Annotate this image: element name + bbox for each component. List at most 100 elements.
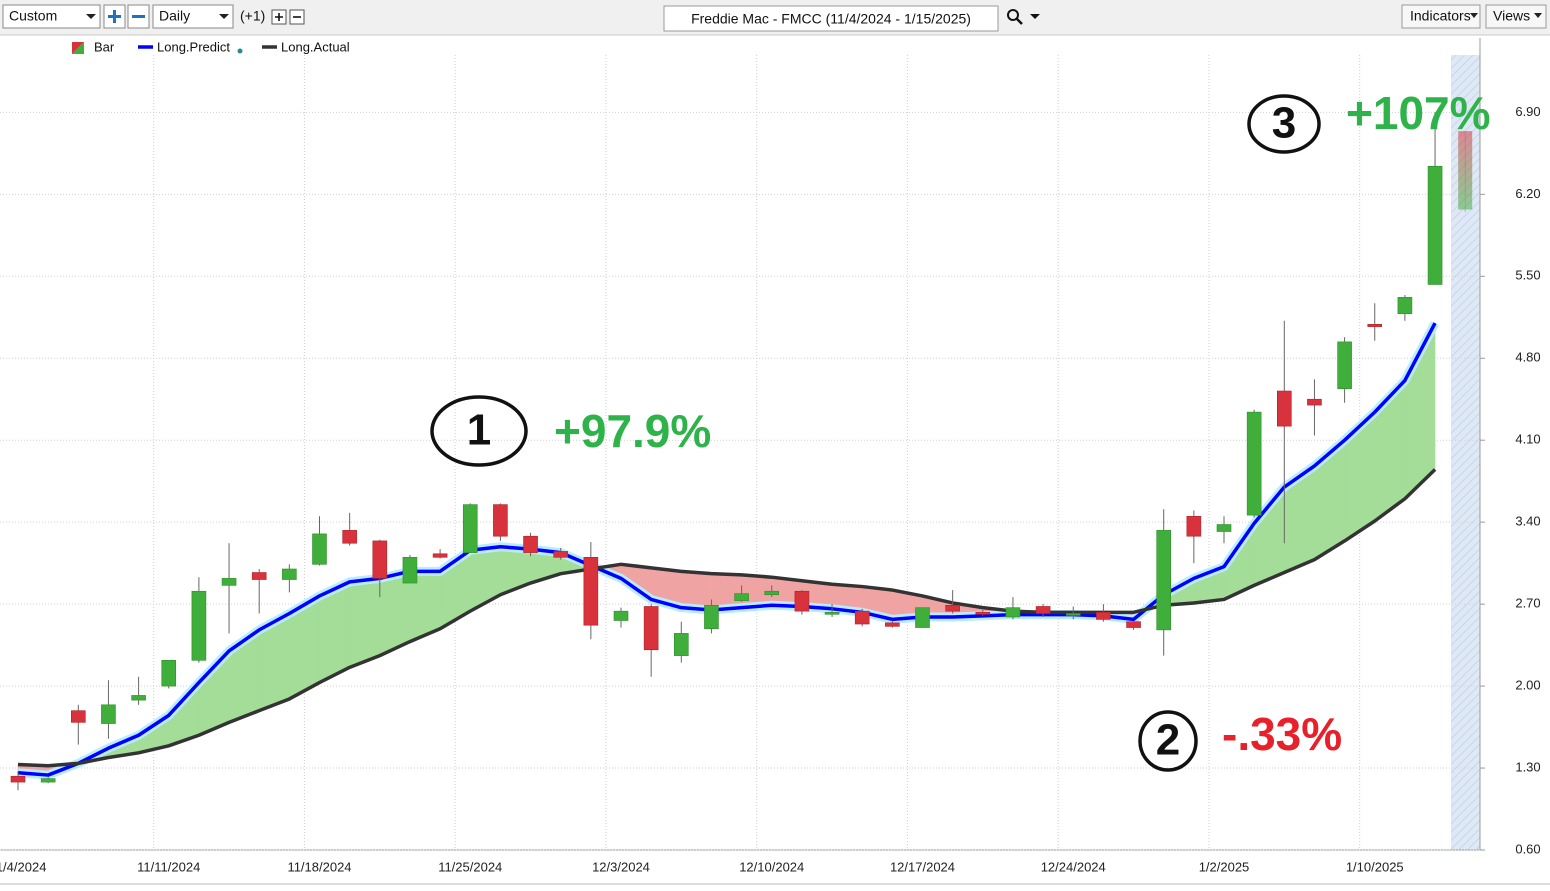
candle-body bbox=[1005, 607, 1021, 618]
candle bbox=[131, 676, 146, 705]
candle-body bbox=[342, 530, 357, 544]
x-tick-label: 11/25/2024 bbox=[438, 859, 502, 874]
x-tick-label: 11/18/2024 bbox=[287, 859, 351, 874]
candle-body bbox=[704, 604, 719, 630]
y-tick-label: 3.40 bbox=[1515, 514, 1540, 529]
interval-dropdown[interactable]: Daily bbox=[152, 4, 234, 29]
candle-body bbox=[854, 610, 870, 625]
candle-body bbox=[523, 535, 538, 553]
x-tick-label: 1/2/2025 bbox=[1199, 859, 1250, 874]
candle-body bbox=[1458, 131, 1473, 210]
annotation-marker: 2 bbox=[1156, 716, 1180, 765]
candle-body bbox=[764, 590, 780, 596]
offset-plus[interactable] bbox=[271, 9, 287, 25]
zoom-in-button[interactable] bbox=[103, 4, 126, 29]
views-label: Views bbox=[1493, 8, 1530, 24]
candle bbox=[523, 532, 538, 557]
candle-body bbox=[1065, 613, 1081, 616]
y-tick-label: 4.10 bbox=[1515, 432, 1540, 447]
candle-body bbox=[10, 775, 26, 783]
indicators-button[interactable]: Indicators bbox=[1401, 4, 1481, 29]
candle-body bbox=[1397, 297, 1413, 315]
x-tick-label: 12/24/2024 bbox=[1041, 859, 1106, 874]
candle bbox=[643, 604, 659, 677]
zoom-out-button[interactable] bbox=[127, 4, 150, 29]
candle-body bbox=[1307, 398, 1322, 406]
candle bbox=[613, 607, 629, 628]
legend-swatch-down bbox=[72, 42, 84, 54]
candle-body bbox=[1126, 621, 1141, 628]
x-tick-label: 11/4/2024 bbox=[0, 859, 46, 874]
candle bbox=[10, 771, 26, 791]
candle-body bbox=[221, 578, 237, 586]
candle bbox=[312, 516, 327, 566]
x-tick-label: 11/11/2024 bbox=[137, 859, 200, 874]
candle bbox=[282, 564, 297, 593]
candle-body bbox=[1216, 524, 1232, 532]
candle-body bbox=[251, 572, 267, 580]
candle-body bbox=[1427, 165, 1443, 285]
annotation-circle bbox=[1138, 710, 1198, 772]
x-tick-label: 12/3/2024 bbox=[592, 859, 650, 874]
spread-fill bbox=[349, 578, 381, 668]
candle bbox=[945, 590, 960, 614]
candle-body bbox=[1156, 530, 1171, 631]
candle bbox=[462, 503, 478, 553]
candle bbox=[342, 512, 357, 546]
candle-body bbox=[1096, 612, 1111, 620]
candle bbox=[794, 590, 810, 615]
y-tick-label: 0.60 bbox=[1515, 841, 1540, 856]
views-button[interactable]: Views bbox=[1485, 4, 1547, 29]
x-tick-label: 12/17/2024 bbox=[890, 859, 955, 874]
y-tick-label: 2.00 bbox=[1515, 678, 1540, 693]
candle bbox=[251, 568, 267, 614]
candle-body bbox=[131, 695, 146, 701]
candle-body bbox=[493, 504, 508, 537]
x-tick-label: 1/10/2025 bbox=[1346, 859, 1404, 874]
offset-label: (+1) bbox=[240, 8, 265, 24]
candle bbox=[1126, 621, 1141, 630]
candle-body bbox=[282, 568, 297, 580]
candle-body bbox=[1186, 516, 1202, 537]
candle-body bbox=[975, 612, 991, 615]
candle-body bbox=[915, 607, 930, 628]
candle bbox=[1096, 604, 1111, 622]
candle bbox=[493, 503, 508, 541]
search-button[interactable] bbox=[1007, 9, 1040, 25]
candle-body bbox=[1277, 390, 1292, 427]
candle bbox=[1186, 510, 1202, 564]
y-tick-label: 5.50 bbox=[1515, 268, 1540, 283]
annotation-circle bbox=[1247, 94, 1321, 154]
candle-body bbox=[613, 610, 629, 621]
y-tick-label: 2.70 bbox=[1515, 596, 1540, 611]
indicators-label: Indicators bbox=[1410, 8, 1471, 24]
candle bbox=[1397, 295, 1413, 321]
legend-label: Long.Predict bbox=[157, 39, 230, 54]
candle-body bbox=[945, 604, 960, 612]
annotation-text: +107% bbox=[1346, 87, 1491, 139]
range-dropdown[interactable]: Custom bbox=[2, 4, 101, 29]
candle bbox=[734, 585, 749, 602]
candle bbox=[704, 599, 719, 634]
candle bbox=[101, 680, 116, 739]
candle-body bbox=[462, 504, 478, 553]
candle bbox=[854, 608, 870, 627]
offset-minus[interactable] bbox=[289, 9, 305, 25]
x-tick-label: 12/10/2024 bbox=[739, 859, 804, 874]
candle-body bbox=[372, 540, 388, 579]
candle-body bbox=[734, 593, 749, 601]
candle-body bbox=[71, 710, 86, 723]
series-line bbox=[17, 322, 1437, 777]
candle bbox=[975, 609, 991, 616]
candle bbox=[1277, 320, 1292, 544]
symbol-box[interactable]: Freddie Mac - FMCC (11/4/2024 - 1/15/202… bbox=[663, 5, 999, 32]
candle-body bbox=[885, 622, 900, 627]
candle bbox=[221, 543, 237, 634]
candle bbox=[402, 554, 418, 584]
candle bbox=[1216, 516, 1232, 544]
candle-body bbox=[191, 590, 207, 661]
candle bbox=[1367, 303, 1383, 341]
candle bbox=[1005, 597, 1021, 620]
annotation-circle bbox=[430, 395, 528, 467]
